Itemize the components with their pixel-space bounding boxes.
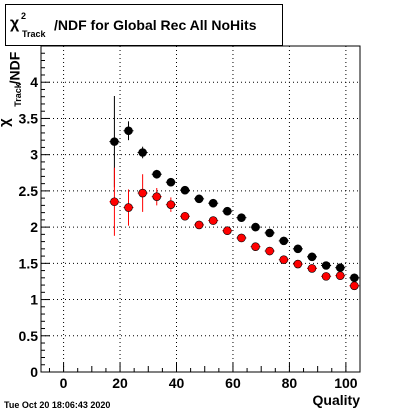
data-point	[350, 281, 359, 291]
x-tick-label: 40	[169, 375, 185, 391]
data-point	[138, 148, 147, 157]
data-point	[307, 252, 317, 262]
data-point	[166, 200, 176, 209]
data-point	[110, 197, 119, 207]
chart-title: χ 2 Track /NDF for Global Rec All NoHits	[5, 4, 283, 46]
y-tick-label: 3.5	[19, 110, 39, 126]
data-point	[208, 198, 218, 208]
data-point	[251, 242, 260, 251]
data-point	[335, 271, 345, 280]
x-axis-label: Quality	[312, 392, 360, 408]
x-tick-label: 0	[60, 375, 68, 391]
data-point	[194, 220, 204, 230]
y-axis-label-chi: χ	[0, 118, 13, 127]
data-point	[265, 246, 274, 256]
data-point	[180, 185, 190, 195]
y-axis-label-subscript: Track	[12, 83, 23, 107]
title-chi: χ	[10, 15, 20, 32]
data-point	[208, 216, 218, 225]
title-text: /NDF for Global Rec All NoHits	[54, 17, 257, 33]
axis-ticks	[41, 52, 361, 373]
data-point	[152, 192, 162, 201]
y-tick-label: 0.5	[19, 328, 39, 344]
data-point	[293, 259, 303, 269]
series-black	[109, 95, 360, 283]
x-tick-label: 60	[225, 375, 241, 391]
data-point	[293, 244, 303, 254]
data-point	[350, 273, 359, 283]
data-point	[265, 228, 274, 238]
data-point	[237, 213, 246, 222]
y-tick-label: 2	[30, 219, 38, 235]
data-point	[279, 255, 289, 265]
y-tick-label: 2.5	[19, 183, 39, 199]
title-chi-subscript: Track	[22, 29, 46, 39]
data-point	[223, 226, 232, 236]
data-point	[251, 222, 260, 232]
timestamp: Tue Oct 20 18:06:43 2020	[4, 400, 111, 410]
data-point	[166, 177, 176, 187]
x-tick-label: 100	[334, 375, 358, 391]
data-point	[180, 211, 190, 221]
y-axis-label: /NDF χ 2 Track	[0, 40, 34, 140]
data-point	[335, 263, 345, 272]
title-chi-superscript: 2	[21, 11, 27, 21]
y-tick-label: 4	[30, 74, 38, 90]
data-point	[124, 203, 133, 212]
data-point	[138, 188, 147, 198]
data-point	[279, 236, 289, 246]
data-point	[237, 233, 246, 243]
y-tick-label: 1.5	[19, 255, 39, 271]
tick-labels: 0 20 40 60 80 100 0 0.5 1 1.5 2 2.5 3 3.5 4	[19, 74, 358, 391]
series-red	[109, 167, 360, 291]
data-point	[223, 206, 232, 216]
y-tick-label: 0	[30, 364, 38, 380]
data-point	[321, 272, 331, 281]
plot-frame	[40, 45, 361, 373]
y-axis-label-ndf: /NDF	[6, 51, 23, 85]
data-point	[110, 137, 119, 146]
data-point	[307, 264, 317, 273]
data-point	[152, 169, 162, 179]
y-tick-label: 1	[30, 292, 38, 308]
x-tick-label: 20	[112, 375, 128, 391]
x-tick-label: 80	[282, 375, 298, 391]
y-tick-label: 3	[30, 147, 38, 163]
data-point	[124, 126, 133, 136]
data-marks	[109, 95, 360, 291]
data-point	[194, 194, 204, 204]
data-point	[321, 261, 331, 270]
